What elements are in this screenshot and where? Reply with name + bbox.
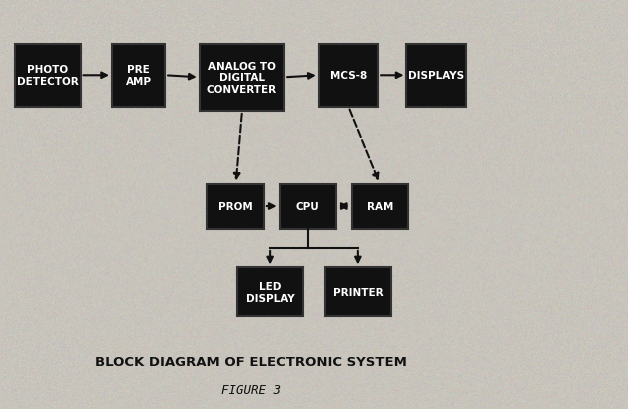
- Text: CPU: CPU: [296, 202, 320, 211]
- Text: ANALOG TO
DIGITAL
CONVERTER: ANALOG TO DIGITAL CONVERTER: [207, 62, 277, 95]
- Bar: [279, 184, 336, 229]
- Bar: [112, 45, 165, 108]
- Text: BLOCK DIAGRAM OF ELECTRONIC SYSTEM: BLOCK DIAGRAM OF ELECTRONIC SYSTEM: [95, 355, 408, 368]
- Text: RAM: RAM: [367, 202, 393, 211]
- Bar: [352, 184, 408, 229]
- Bar: [200, 45, 284, 112]
- Text: MCS-8: MCS-8: [330, 71, 367, 81]
- Text: PROM: PROM: [219, 202, 253, 211]
- Text: FIGURE 3: FIGURE 3: [221, 384, 281, 396]
- Text: PRE
AMP: PRE AMP: [126, 65, 151, 87]
- Bar: [15, 45, 80, 108]
- Text: LED
DISPLAY: LED DISPLAY: [246, 281, 295, 303]
- Text: DISPLAYS: DISPLAYS: [408, 71, 464, 81]
- Text: PHOTO
DETECTOR: PHOTO DETECTOR: [17, 65, 78, 87]
- Bar: [325, 267, 391, 317]
- Bar: [237, 267, 303, 317]
- Text: PRINTER: PRINTER: [333, 287, 383, 297]
- Bar: [318, 45, 378, 108]
- Bar: [207, 184, 264, 229]
- Bar: [406, 45, 466, 108]
